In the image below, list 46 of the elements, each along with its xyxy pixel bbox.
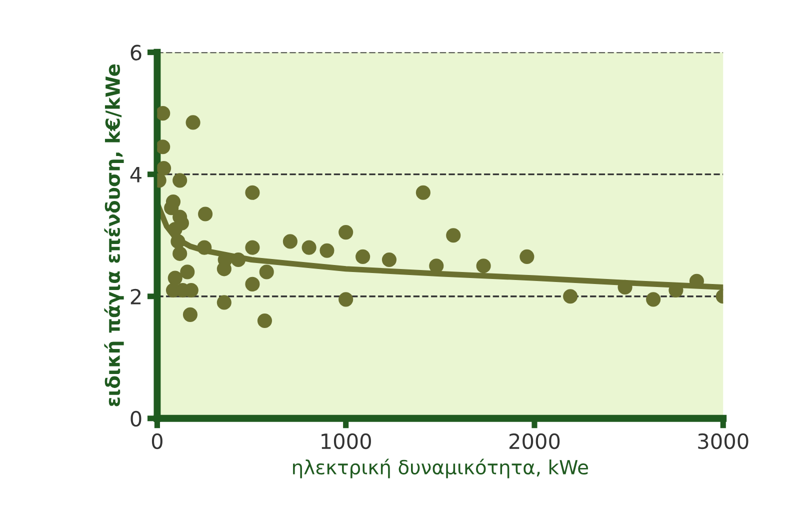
- point: [157, 106, 170, 121]
- y-axis-title: ειδική πάγια επένδυση, k€/kWe: [104, 64, 124, 406]
- point: [197, 240, 212, 255]
- y-tick-label: 4: [130, 167, 142, 182]
- x-tick-label: 1000: [322, 433, 371, 450]
- point: [302, 240, 316, 255]
- point: [231, 252, 246, 268]
- point: [618, 280, 632, 294]
- x-tick-label: 2000: [509, 433, 560, 450]
- point: [180, 264, 195, 280]
- point: [216, 262, 232, 276]
- point: [257, 313, 272, 328]
- point: [320, 243, 334, 258]
- x-tick-label: 0: [152, 433, 162, 450]
- y-tick-label: 0: [130, 410, 142, 427]
- point: [182, 307, 198, 322]
- point: [157, 140, 170, 154]
- point: [198, 206, 213, 222]
- point: [216, 295, 232, 310]
- y-tick-label: 6: [130, 44, 142, 61]
- point: [245, 185, 260, 200]
- point: [172, 173, 188, 188]
- point: [186, 115, 200, 130]
- x-axis-title: ηλεκτρική δυναμικότητα, kWe: [293, 458, 588, 478]
- point: [338, 225, 354, 240]
- point: [245, 240, 260, 255]
- point: [245, 276, 260, 292]
- point: [520, 249, 534, 264]
- x-tick-label: 3000: [698, 433, 748, 450]
- point: [476, 258, 491, 274]
- point: [356, 249, 370, 264]
- y-tick-label: 2: [130, 288, 141, 304]
- point: [563, 289, 578, 304]
- point: [416, 185, 430, 200]
- point: [157, 160, 172, 176]
- point: [168, 270, 182, 286]
- point: [172, 246, 188, 261]
- point: [646, 292, 661, 307]
- point: [446, 228, 461, 243]
- point: [382, 252, 397, 268]
- point: [259, 264, 274, 280]
- point: [170, 234, 186, 249]
- point: [338, 292, 354, 307]
- point: [282, 234, 298, 249]
- point: [164, 200, 179, 216]
- point: [429, 258, 444, 274]
